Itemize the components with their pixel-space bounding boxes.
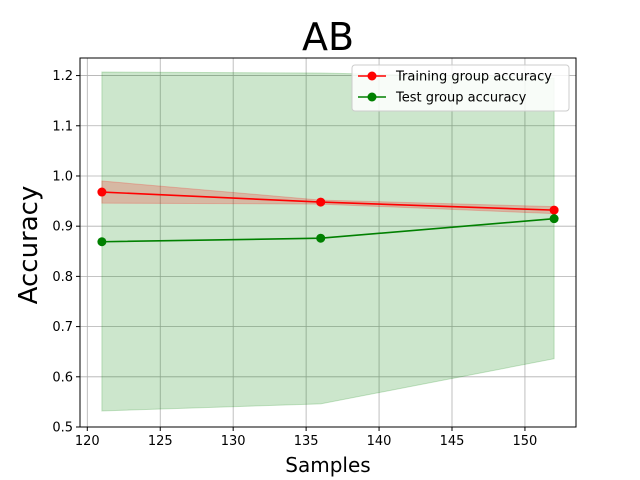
x-tick-label-0: 120: [75, 434, 100, 449]
point-series-0-1: [316, 197, 326, 207]
chart-title: AB: [302, 15, 354, 59]
grid: [80, 58, 576, 428]
x-tick-label-4: 140: [367, 434, 392, 449]
point-series-1-1: [316, 233, 326, 243]
legend-marker-0: [367, 71, 377, 81]
legend-box: [351, 64, 570, 112]
x-tick-label-6: 150: [513, 434, 538, 449]
series-points: [97, 187, 559, 247]
y-axis-label: Accuracy: [14, 186, 44, 305]
y-tick-label-2: 0.7: [52, 320, 73, 335]
y-tick-label-1: 0.6: [52, 370, 73, 385]
legend-label-0: Training group accuracy: [395, 70, 552, 85]
confidence-bands: [101, 71, 555, 412]
plot-frame: [79, 57, 577, 428]
legend-label-1: Test group accuracy: [395, 91, 527, 106]
y-tick-label-6: 1.1: [52, 119, 73, 134]
point-series-1-2: [549, 214, 559, 224]
y-tick-label-7: 1.2: [52, 69, 73, 84]
point-series-1-0: [97, 237, 107, 247]
legend-marker-1: [367, 92, 377, 102]
x-axis-label: Samples: [285, 453, 370, 477]
y-tick-label-5: 1.0: [52, 169, 73, 184]
point-series-0-0: [97, 187, 107, 197]
legend: Training group accuracy Test group accura…: [351, 64, 570, 112]
x-tick-label-1: 125: [148, 434, 173, 449]
y-tick-label-3: 0.8: [52, 270, 73, 285]
y-tick-label-0: 0.5: [52, 421, 73, 436]
y-tick-label-4: 0.9: [52, 220, 73, 235]
x-tick-label-2: 130: [221, 434, 246, 449]
point-series-0-2: [549, 205, 559, 215]
x-axis-ticks: 120 125 130 135 140 145 150: [75, 427, 537, 449]
band-series-1: [101, 71, 555, 412]
x-tick-label-3: 135: [294, 434, 319, 449]
y-axis-ticks: 0.5 0.6 0.7 0.8 0.9 1.0 1.1 1.2: [52, 69, 80, 436]
x-tick-label-5: 145: [440, 434, 465, 449]
